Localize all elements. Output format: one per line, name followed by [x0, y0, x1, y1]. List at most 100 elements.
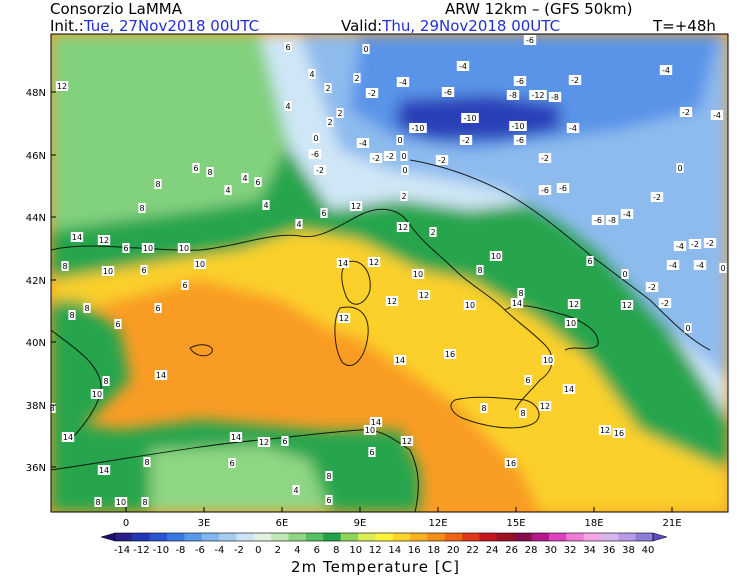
colorbar-swatch [288, 533, 307, 541]
contour-label: 6 [193, 164, 198, 173]
lon-label: 9E [354, 518, 367, 529]
contour-label: 4 [293, 486, 298, 495]
lat-label: 48N [26, 88, 46, 99]
contour-label: 14 [564, 385, 574, 394]
colorbar-tick-label: -6 [195, 545, 205, 556]
contour-label: 12 [259, 438, 269, 447]
contour-label-box [504, 458, 518, 468]
colorbar-outline [114, 532, 654, 542]
colorbar-tick-label: -8 [175, 545, 185, 556]
colorbar-tick-label: 14 [388, 545, 401, 556]
init-line: Init.:Tue, 27Nov2018 00UTC [50, 18, 259, 34]
colorbar-swatch [271, 533, 290, 541]
contour-label-box [400, 191, 408, 201]
colorbar-tick-label: 36 [603, 545, 616, 556]
colorbar-title: 2m Temperature [C] [291, 558, 460, 576]
map-frame [50, 33, 729, 513]
longitude-axis: 0 3E 6E 9E 12E 15E 18E 21E [123, 507, 682, 529]
contour-label: 8 [49, 404, 54, 413]
contour-label: 8 [95, 498, 100, 507]
contour-label: -6 [526, 36, 534, 45]
contour-label: -2 [648, 283, 656, 292]
colorbar-tick-label: 24 [486, 545, 499, 556]
contour-label-box [284, 101, 292, 111]
contour-label-box [122, 243, 130, 253]
org-title: Consorzio LaMMA [50, 0, 182, 18]
contour-label: 6 [115, 320, 120, 329]
contour-label-box [417, 290, 431, 300]
contour-label-box [154, 303, 162, 313]
colorbar-swatch [184, 533, 203, 541]
contour-label-box [228, 458, 236, 468]
contour-label-box [489, 251, 503, 261]
colorbar-swatch [531, 533, 550, 541]
contour-label: -6 [516, 77, 524, 86]
contour-label-box [337, 313, 351, 323]
contour-label-box [308, 69, 316, 79]
contour-label: -2 [691, 240, 699, 249]
contour-label-box [336, 108, 344, 118]
colorbar-tick-label: 0 [255, 545, 261, 556]
contour-label-box [70, 232, 84, 242]
contour-label-box [510, 298, 524, 308]
contour-label: 4 [263, 201, 268, 210]
contour-label-box [312, 133, 320, 143]
colorbar-swatch [479, 533, 498, 541]
contour-label-box [324, 83, 332, 93]
contour-label: -4 [713, 111, 721, 120]
contour-label-box [401, 165, 409, 175]
contour-label-box [509, 121, 527, 131]
contour-label: -4 [676, 242, 684, 251]
contour-label: 8 [62, 262, 67, 271]
contour-label-box [556, 183, 570, 193]
contour-label: 6 [141, 266, 146, 275]
contour-label: 14 [99, 466, 109, 475]
contour-label: -4 [623, 210, 631, 219]
contour-label-box [114, 497, 128, 507]
contour-label: -6 [311, 150, 319, 159]
contour-label-box [140, 265, 148, 275]
contour-label-box [61, 261, 69, 271]
colorbar-low-arrow [100, 532, 116, 542]
contour-label-box [154, 370, 168, 380]
contour-label-box [368, 447, 376, 457]
contour-label: 10 [103, 267, 113, 276]
contour-label-box [650, 192, 664, 202]
colorbar-ticks: -14 -12 -10 -8 -6 -4 -2 0 2 4 6 8 10 12 14 16 18 20 22 24 26… [114, 545, 655, 556]
contour-label-box [719, 263, 727, 273]
contour-label: -2 [368, 89, 376, 98]
contour-label-box [461, 113, 479, 123]
colorbar-swatch [462, 533, 480, 541]
contour-label: 4 [242, 174, 247, 183]
contour-label-box [181, 280, 189, 290]
contour-label: 4 [285, 102, 290, 111]
contour-label: -10 [411, 124, 424, 133]
temperature-map: 6 02 -4-4-6-8 -12 -8-2-6-4-2 -4-4-2-10-10 -10-… [26, 33, 729, 556]
contour-label-box [673, 241, 687, 251]
colorbar-swatch [323, 533, 342, 541]
contour-label-box [55, 81, 69, 91]
colorbar-swatch [618, 533, 637, 541]
colorbar-swatch [583, 533, 602, 541]
colorbar-swatch [115, 533, 133, 541]
contour-label: 16 [445, 350, 455, 359]
colorbar-tick-label: 4 [294, 545, 300, 556]
contour-label-box [68, 310, 76, 320]
contour-label-box [206, 167, 214, 177]
colorbar-tick-label: 22 [466, 545, 479, 556]
contour-label-box [548, 92, 562, 102]
contour-label: -2 [438, 156, 446, 165]
contour-label-box [400, 436, 414, 446]
contour-label: -4 [399, 78, 407, 87]
contour-label-box [369, 153, 383, 163]
contour-label: 8 [520, 409, 525, 418]
contour-label: 6 [321, 209, 326, 218]
colorbar-tick-label: 2 [275, 545, 281, 556]
contour-label-box [517, 288, 525, 298]
contour-label-box [281, 436, 289, 446]
contour-label: 4 [296, 220, 301, 229]
contour-label: 6 [229, 459, 234, 468]
contour-label-box [229, 432, 243, 442]
contour-label: 12 [402, 437, 412, 446]
contour-label: 8 [84, 304, 89, 313]
